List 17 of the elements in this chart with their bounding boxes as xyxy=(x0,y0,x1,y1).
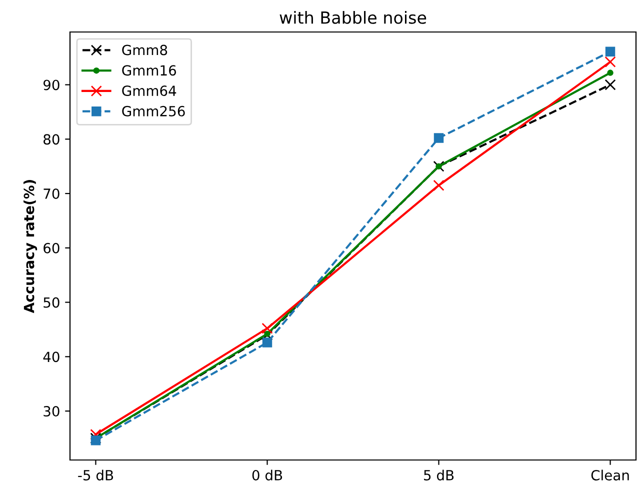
y-tick-label: 30 xyxy=(44,406,60,417)
legend-label: Gmm256 xyxy=(122,106,185,116)
y-axis-title: Accuracy rate(%) xyxy=(24,180,38,314)
legend-label: Gmm8 xyxy=(122,44,168,56)
chart-title: with Babble noise xyxy=(280,11,426,24)
y-tick-label: 50 xyxy=(44,297,60,308)
x-tick-label: 0 dB xyxy=(252,470,282,480)
y-tick-label: 60 xyxy=(44,242,60,254)
y-tick-label: 70 xyxy=(44,188,60,199)
x-tick-label: 5 dB xyxy=(424,470,454,480)
x-tick-label: -5 dB xyxy=(78,470,114,480)
y-tick-label: 90 xyxy=(43,80,60,90)
y-tick-label: 40 xyxy=(43,352,60,362)
y-tick-label: 80 xyxy=(44,134,60,145)
legend-label: Gmm64 xyxy=(122,86,176,96)
x-tick-label: Clean xyxy=(591,470,629,480)
legend-label: Gmm16 xyxy=(122,65,176,76)
